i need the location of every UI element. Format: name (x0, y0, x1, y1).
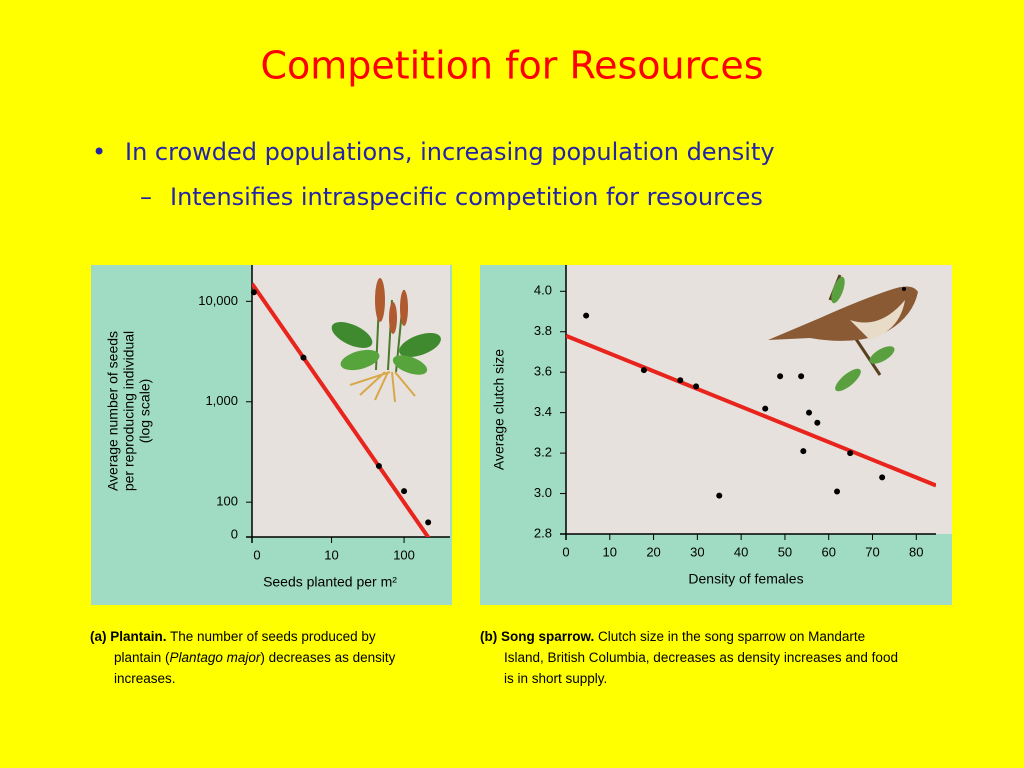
data-point (425, 519, 432, 526)
x-tick-label: 80 (909, 544, 923, 559)
bullet-marker: • (92, 138, 106, 166)
x-origin-label: 0 (253, 547, 260, 562)
y-tick-label: 3.8 (534, 323, 552, 338)
x-tick-label: 20 (646, 544, 660, 559)
x-tick-label: 30 (690, 544, 704, 559)
data-point (762, 405, 769, 412)
data-point (777, 373, 784, 380)
caption-text: ) decreases as density increases. (114, 650, 396, 686)
x-axis-label: Density of females (688, 571, 803, 587)
x-tick-label: 70 (865, 544, 879, 559)
trend-line (566, 333, 936, 488)
data-point (640, 367, 647, 374)
y-tick-label: 2.8 (534, 525, 552, 540)
bird-illustration (768, 274, 918, 392)
data-point (583, 312, 590, 319)
data-point (401, 488, 408, 495)
y-tick-label: 3.0 (534, 485, 552, 500)
x-tick-label: 10 (324, 547, 338, 562)
data-point (834, 488, 841, 495)
y-axis-label: Average number of seeds (105, 331, 121, 491)
y-axis-label: (log scale) (137, 379, 153, 444)
y-tick-label: 3.2 (534, 445, 552, 460)
data-point (693, 383, 700, 390)
bullet-text: In crowded populations, increasing popul… (125, 138, 775, 166)
bullet-marker: – (140, 183, 152, 211)
caption-species: Plantago major (169, 650, 261, 665)
y-axis-label: per reproducing individual (121, 331, 137, 491)
bullet-text: Intensifies intraspecific competition fo… (170, 183, 763, 211)
data-point (250, 289, 257, 296)
data-point (879, 474, 886, 481)
y-axis-label: Average clutch size (491, 349, 507, 470)
data-point (800, 448, 807, 455)
x-tick-label: 50 (778, 544, 792, 559)
caption: (a) Plantain. The number of seeds produc… (90, 626, 424, 689)
caption-label: (a) Plantain. (90, 629, 167, 644)
y-tick-label: 100 (216, 494, 238, 509)
data-point (847, 450, 854, 457)
y-tick-label: 3.6 (534, 364, 552, 379)
y-tick-label: 3.4 (534, 404, 552, 419)
data-point (716, 492, 723, 499)
data-point (806, 409, 813, 416)
data-point (814, 419, 821, 426)
caption: (b) Song sparrow. Clutch size in the son… (480, 626, 904, 689)
x-tick-label: 60 (821, 544, 835, 559)
data-point (300, 354, 307, 361)
data-point (798, 373, 805, 380)
x-axis-label: Seeds planted per m² (263, 574, 397, 590)
data-point (677, 377, 684, 384)
caption-text: The number of seeds produced by plantain… (114, 629, 376, 665)
plant-illustration (331, 278, 441, 403)
plot-area (252, 265, 450, 537)
y-tick-label: 1,000 (205, 393, 238, 408)
x-tick-label: 10 (603, 544, 617, 559)
trend-line (252, 282, 431, 537)
x-tick-label: 0 (562, 544, 569, 559)
x-tick-label: 40 (734, 544, 748, 559)
y-tick-label: 4.0 (534, 283, 552, 298)
caption-text: Clutch size in the song sparrow on Manda… (504, 629, 898, 686)
data-point (375, 463, 382, 470)
x-tick-label: 100 (393, 547, 415, 562)
slide-title: Competition for Resources (260, 44, 763, 88)
caption-label: (b) Song sparrow. (480, 629, 595, 644)
y-origin-label: 0 (231, 526, 238, 541)
y-tick-label: 10,000 (198, 293, 238, 308)
